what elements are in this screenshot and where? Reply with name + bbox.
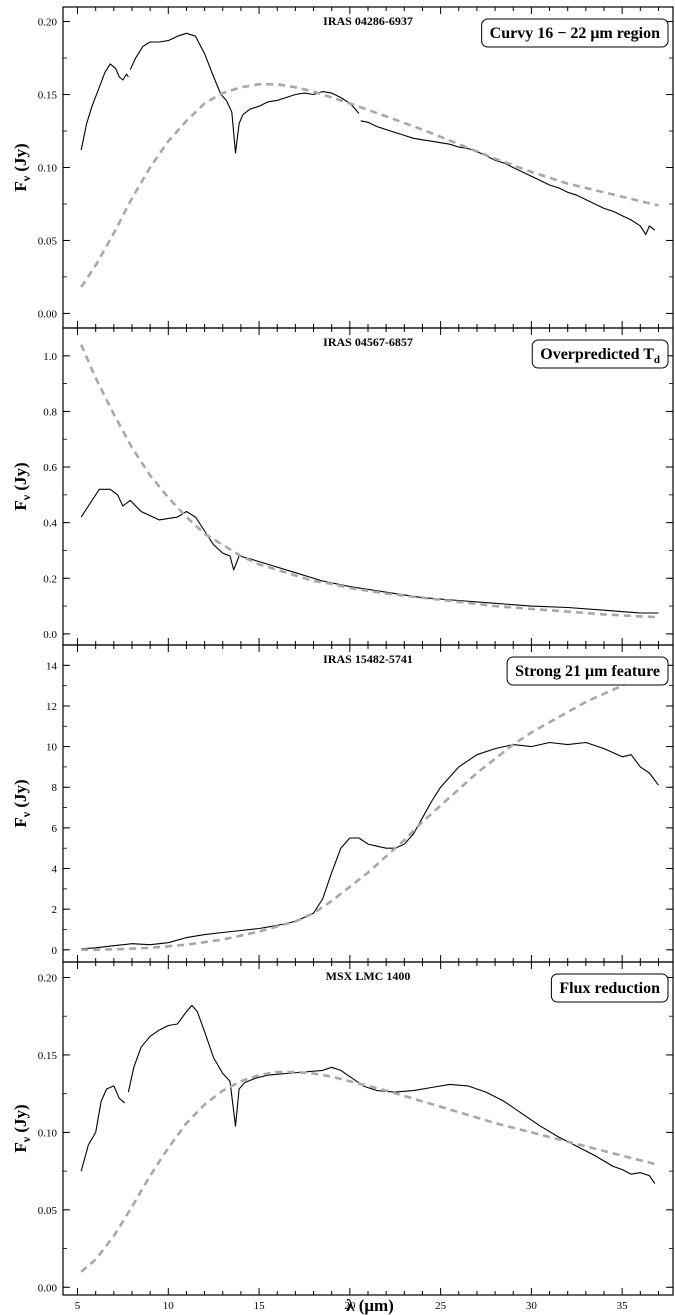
object-name: MSX LMC 1400 [326, 969, 411, 983]
y-tick-label: 1.0 [43, 351, 57, 363]
y-tick-label: 12 [46, 701, 57, 713]
annotation-box [550, 973, 669, 1003]
model-curve [81, 670, 659, 952]
y-tick-label: 0.4 [43, 518, 57, 530]
annotation-box [481, 18, 669, 48]
plot-frame [62, 961, 674, 1296]
chart-panel: 0 2 4 6 8 10 12 14 Fν (Jy) IRAS 15482-5741 Strong … [11, 644, 674, 963]
y-tick-label: 0 [52, 945, 58, 957]
series-group [80, 32, 659, 288]
y-tick-label: 6 [52, 823, 58, 835]
series-group [80, 1004, 659, 1273]
chart-panel: 0.00 0.05 0.10 0.15 0.20 Fν (Jy) IRAS 04286-69… [11, 6, 674, 329]
y-tick-label: 0.6 [43, 462, 57, 474]
model-curve [80, 344, 659, 619]
spectrum-line [129, 32, 360, 154]
spectrum-line [360, 120, 656, 236]
spectrum-line [362, 1083, 656, 1184]
spectrum-line [80, 63, 129, 151]
annotation-box [506, 656, 669, 686]
panel-annotation: Strong 21 μm feature [515, 663, 660, 680]
object-name: IRAS 15482-5741 [323, 652, 413, 666]
y-axis-label: Fν (Jy) [11, 1104, 33, 1152]
x-tick-label: 35 [617, 1300, 629, 1312]
y-tick-label: 0.10 [38, 1127, 58, 1139]
annotation-box [531, 339, 669, 369]
y-tick-label: 14 [46, 660, 58, 672]
y-tick-label: 10 [46, 742, 58, 754]
x-axis-label: λ (μm) [346, 1296, 394, 1315]
panel-annotation: Flux reduction [559, 980, 660, 997]
y-tick-label: 0.05 [38, 235, 58, 247]
y-tick-label: 8 [52, 782, 58, 794]
y-tick-label: 0.05 [38, 1205, 58, 1217]
y-axis-label: Fν (Jy) [11, 143, 33, 191]
plot-frame [62, 6, 674, 329]
y-tick-label: 2 [52, 904, 58, 916]
series-group [81, 670, 659, 952]
plot-frame [62, 327, 674, 646]
x-tick-label: 15 [254, 1300, 266, 1312]
y-axis-label: Fν (Jy) [11, 462, 33, 510]
object-name: IRAS 04567-6857 [323, 335, 413, 349]
y-tick-label: 0.00 [38, 1282, 58, 1294]
x-tick-label: 20 [344, 1300, 356, 1312]
object-name: IRAS 04286-6937 [323, 14, 413, 28]
x-tick-label: 5 [75, 1300, 81, 1312]
chart-panel: 0.00 0.05 0.10 0.15 0.20 Fν (Jy) MSX LMC 1400 F… [11, 961, 674, 1296]
y-tick-label: 0.00 [38, 308, 58, 320]
chart-panel: 0.0 0.2 0.4 0.6 0.8 1.0 Fν (Jy) IRAS 04567-6857… [11, 327, 674, 646]
series-group [80, 344, 659, 619]
y-tick-label: 0.10 [38, 163, 58, 175]
x-tick-label: 10 [163, 1300, 175, 1312]
y-axis-label: Fν (Jy) [11, 779, 33, 827]
panel-annotation: Curvy 16 − 22 μm region [490, 25, 660, 42]
y-tick-label: 0.20 [38, 972, 58, 984]
plot-frame [62, 644, 674, 963]
y-tick-label: 4 [52, 864, 58, 876]
x-tick-label: 25 [435, 1300, 447, 1312]
y-tick-label: 0.8 [43, 406, 57, 418]
panel-annotation: Overpredicted Td [540, 346, 660, 366]
y-tick-label: 0.0 [43, 629, 57, 641]
spectrum-line [80, 1085, 126, 1172]
spectrum-line [127, 1004, 360, 1127]
y-tick-label: 0.2 [43, 573, 57, 585]
x-tick-label: 30 [526, 1300, 538, 1312]
y-tick-label: 0.15 [38, 90, 58, 102]
y-tick-label: 0.20 [38, 17, 58, 29]
model-curve [80, 83, 659, 288]
y-tick-label: 0.15 [38, 1050, 58, 1062]
model-curve [80, 1070, 659, 1273]
spectrum-line [80, 488, 659, 614]
spectrum-line [81, 741, 659, 950]
